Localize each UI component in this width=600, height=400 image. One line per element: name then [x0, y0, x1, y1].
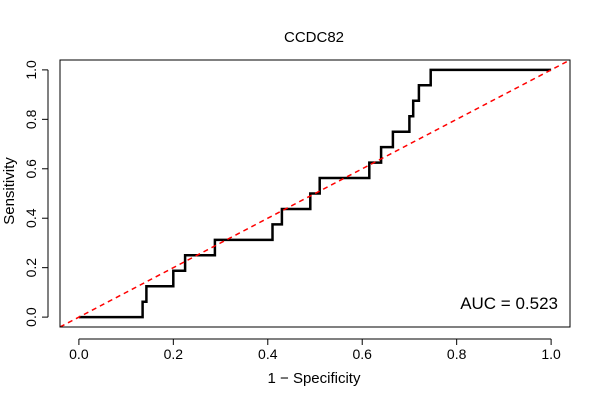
y-tick-label: 0.2	[23, 258, 39, 278]
x-axis: 0.0 0.2 0.4 0.6 0.8 1.0	[69, 339, 561, 362]
roc-chart: CCDC82 0.0 0.2 0.4 0.6 0.8 1.0 0.00.20.40.60.…	[0, 0, 600, 400]
x-axis-label: 1 − Specificity	[268, 370, 361, 387]
plot-series	[60, 60, 570, 327]
y-axis-label: Sensitivity	[1, 157, 18, 225]
auc-annotation: AUC = 0.523	[460, 294, 558, 313]
x-tick-label: 1.0	[541, 346, 561, 362]
x-tick-label: 0.4	[258, 346, 278, 362]
y-tick-label: 0.4	[23, 208, 39, 228]
x-tick-label: 0.8	[447, 346, 467, 362]
x-tick-label: 0.6	[352, 346, 372, 362]
y-tick-label: 0.6	[23, 159, 39, 179]
x-tick-label: 0.0	[69, 346, 89, 362]
chart-title: CCDC82	[284, 29, 344, 46]
y-tick-label: 1.0	[23, 60, 39, 80]
y-tick-label: 0.8	[23, 109, 39, 129]
y-axis: 0.0 0.2 0.4 0.6 0.8 1.0	[23, 60, 48, 327]
x-tick-label: 0.2	[164, 346, 184, 362]
y-tick-label: 0.0	[23, 307, 39, 327]
